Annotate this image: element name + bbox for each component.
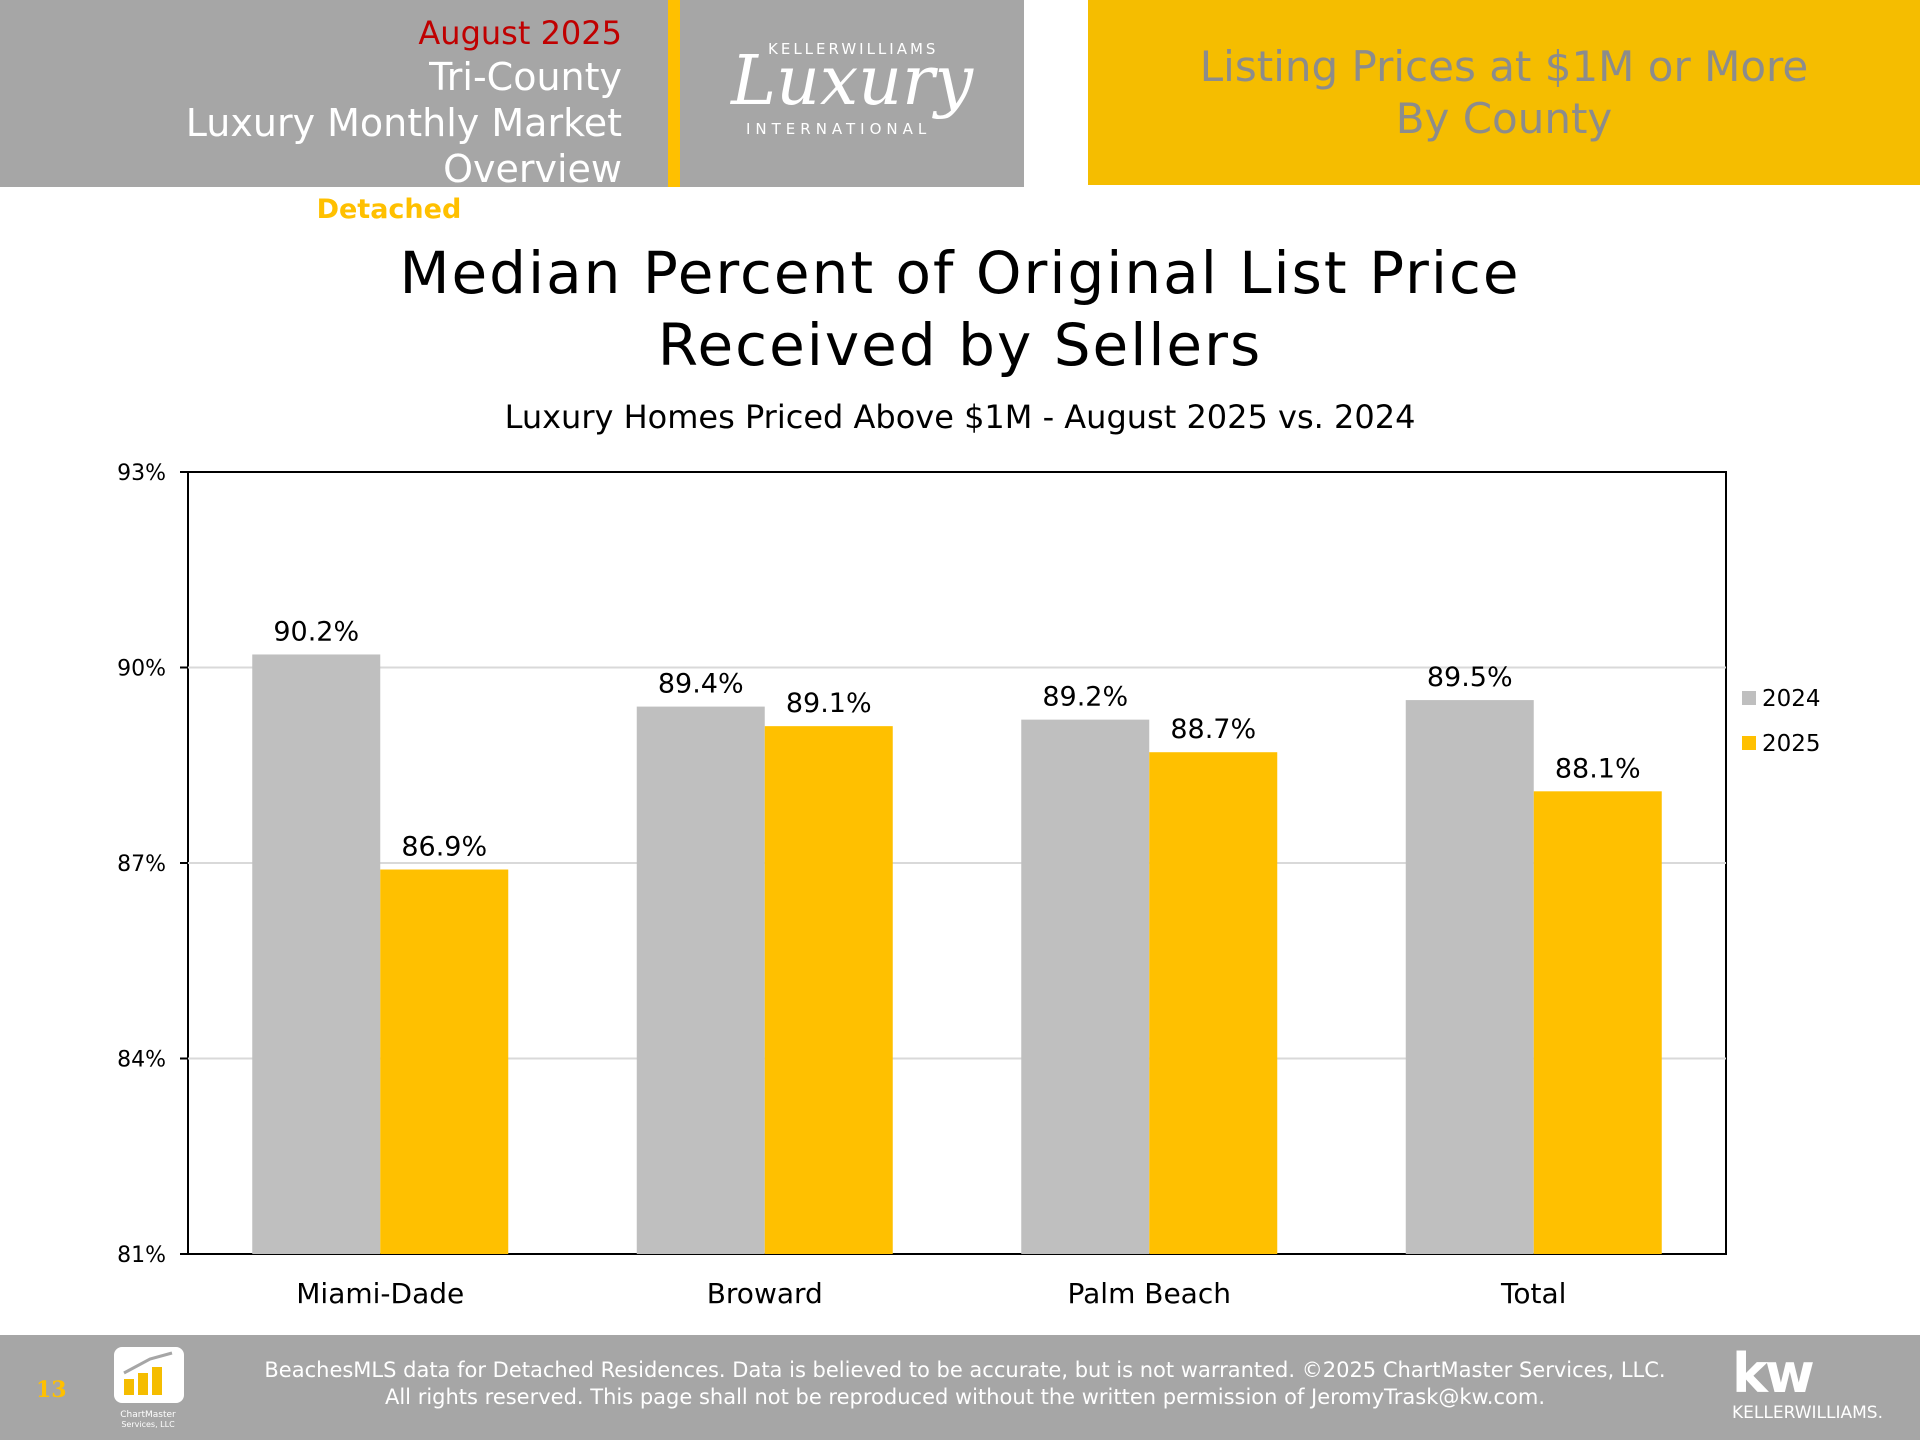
- bar-2025-miami-dade: [380, 869, 509, 1254]
- chart-subtitle: Luxury Homes Priced Above $1M - August 2…: [504, 398, 1416, 436]
- segment-prefix: Single Family: [129, 194, 317, 225]
- notice-line1: BeachesMLS data for Detached Residences.…: [264, 1358, 1666, 1382]
- bar-2024-total: [1405, 700, 1534, 1254]
- bar-2024-palm-beach: [1021, 719, 1150, 1254]
- y-tick-label: 87%: [117, 852, 166, 877]
- data-label: 88.1%: [1555, 753, 1641, 784]
- footer: 13 ChartMaster Services, LLC BeachesMLS …: [0, 1335, 1920, 1440]
- report-date: August 2025: [418, 14, 622, 52]
- kw-logo: kw KELLERWILLIAMS.: [1732, 1342, 1883, 1424]
- chartmaster-logo-icon: ChartMaster Services, LLC: [114, 1347, 184, 1429]
- data-label: 86.9%: [401, 832, 487, 863]
- cm-logo-text1: ChartMaster: [120, 1410, 176, 1420]
- segment-suffix: Residences: [461, 194, 622, 225]
- kw-luxury-logo: KELLERWILLIAMS Luxury INTERNATIONAL: [680, 0, 1024, 187]
- header-text: August 2025 Tri-County Luxury Monthly Ma…: [0, 12, 622, 228]
- header-panel: August 2025 Tri-County Luxury Monthly Ma…: [0, 0, 668, 225]
- bar-2025-broward: [764, 726, 893, 1254]
- bar-2025-total: [1533, 791, 1662, 1254]
- logo-bottom-text: INTERNATIONAL: [746, 120, 932, 138]
- kw-logo-wordmark: KELLERWILLIAMS.: [1732, 1403, 1883, 1423]
- page-number: 13: [36, 1377, 67, 1403]
- legend-label-2024: 2024: [1762, 686, 1821, 712]
- bar-2024-broward: [636, 706, 765, 1254]
- legend-swatch-2025: [1742, 736, 1756, 750]
- data-label: 90.2%: [273, 616, 359, 647]
- data-label: 89.5%: [1427, 662, 1513, 693]
- report-region: Tri-County: [429, 55, 622, 99]
- copyright-notice: BeachesMLS data for Detached Residences.…: [200, 1357, 1730, 1411]
- y-tick-label: 93%: [117, 461, 166, 486]
- cm-logo-text2: Services, LLC: [121, 1420, 175, 1429]
- bar-2024-miami-dade: [252, 654, 381, 1254]
- bar-chart: 81% 84% 87% 90% 93% 90.2% 86.9% Miami-Dade 89.4%…: [117, 461, 1821, 1310]
- x-tick-label: Palm Beach: [1068, 1277, 1231, 1310]
- logo-top-text: KELLERWILLIAMS: [768, 40, 939, 58]
- data-label: 89.2%: [1042, 682, 1128, 713]
- data-label: 89.1%: [786, 688, 872, 719]
- logo-script-text: Luxury: [730, 42, 974, 121]
- y-tick-label: 84%: [117, 1048, 166, 1073]
- report-title: Luxury Monthly Market Overview: [185, 101, 622, 191]
- data-label: 89.4%: [658, 669, 744, 700]
- report-segment: Single Family Detached Residences: [0, 192, 622, 228]
- kw-logo-mark: kw: [1732, 1342, 1815, 1405]
- y-tick-label: 90%: [117, 657, 166, 682]
- x-tick-label: Broward: [707, 1277, 823, 1310]
- legend-label-2025: 2025: [1762, 731, 1821, 757]
- notice-line2: All rights reserved. This page shall not…: [384, 1385, 1546, 1409]
- header-divider: [668, 0, 680, 187]
- x-tick-label: Total: [1500, 1277, 1566, 1310]
- section-banner: Listing Prices at $1M or More By County: [1088, 0, 1920, 185]
- segment-highlight: Detached: [316, 194, 462, 225]
- legend-swatch-2024: [1742, 691, 1756, 705]
- y-tick-label: 81%: [117, 1243, 166, 1268]
- chart-title-line2: Received by Sellers: [657, 311, 1263, 379]
- chart-title-line1: Median Percent of Original List Price: [399, 239, 1521, 307]
- section-title-line2: By County: [1395, 93, 1613, 143]
- section-title-line1: Listing Prices at $1M or More: [1199, 41, 1809, 91]
- data-label: 88.7%: [1170, 714, 1256, 745]
- bar-2025-palm-beach: [1149, 752, 1278, 1254]
- x-tick-label: Miami-Dade: [296, 1277, 464, 1310]
